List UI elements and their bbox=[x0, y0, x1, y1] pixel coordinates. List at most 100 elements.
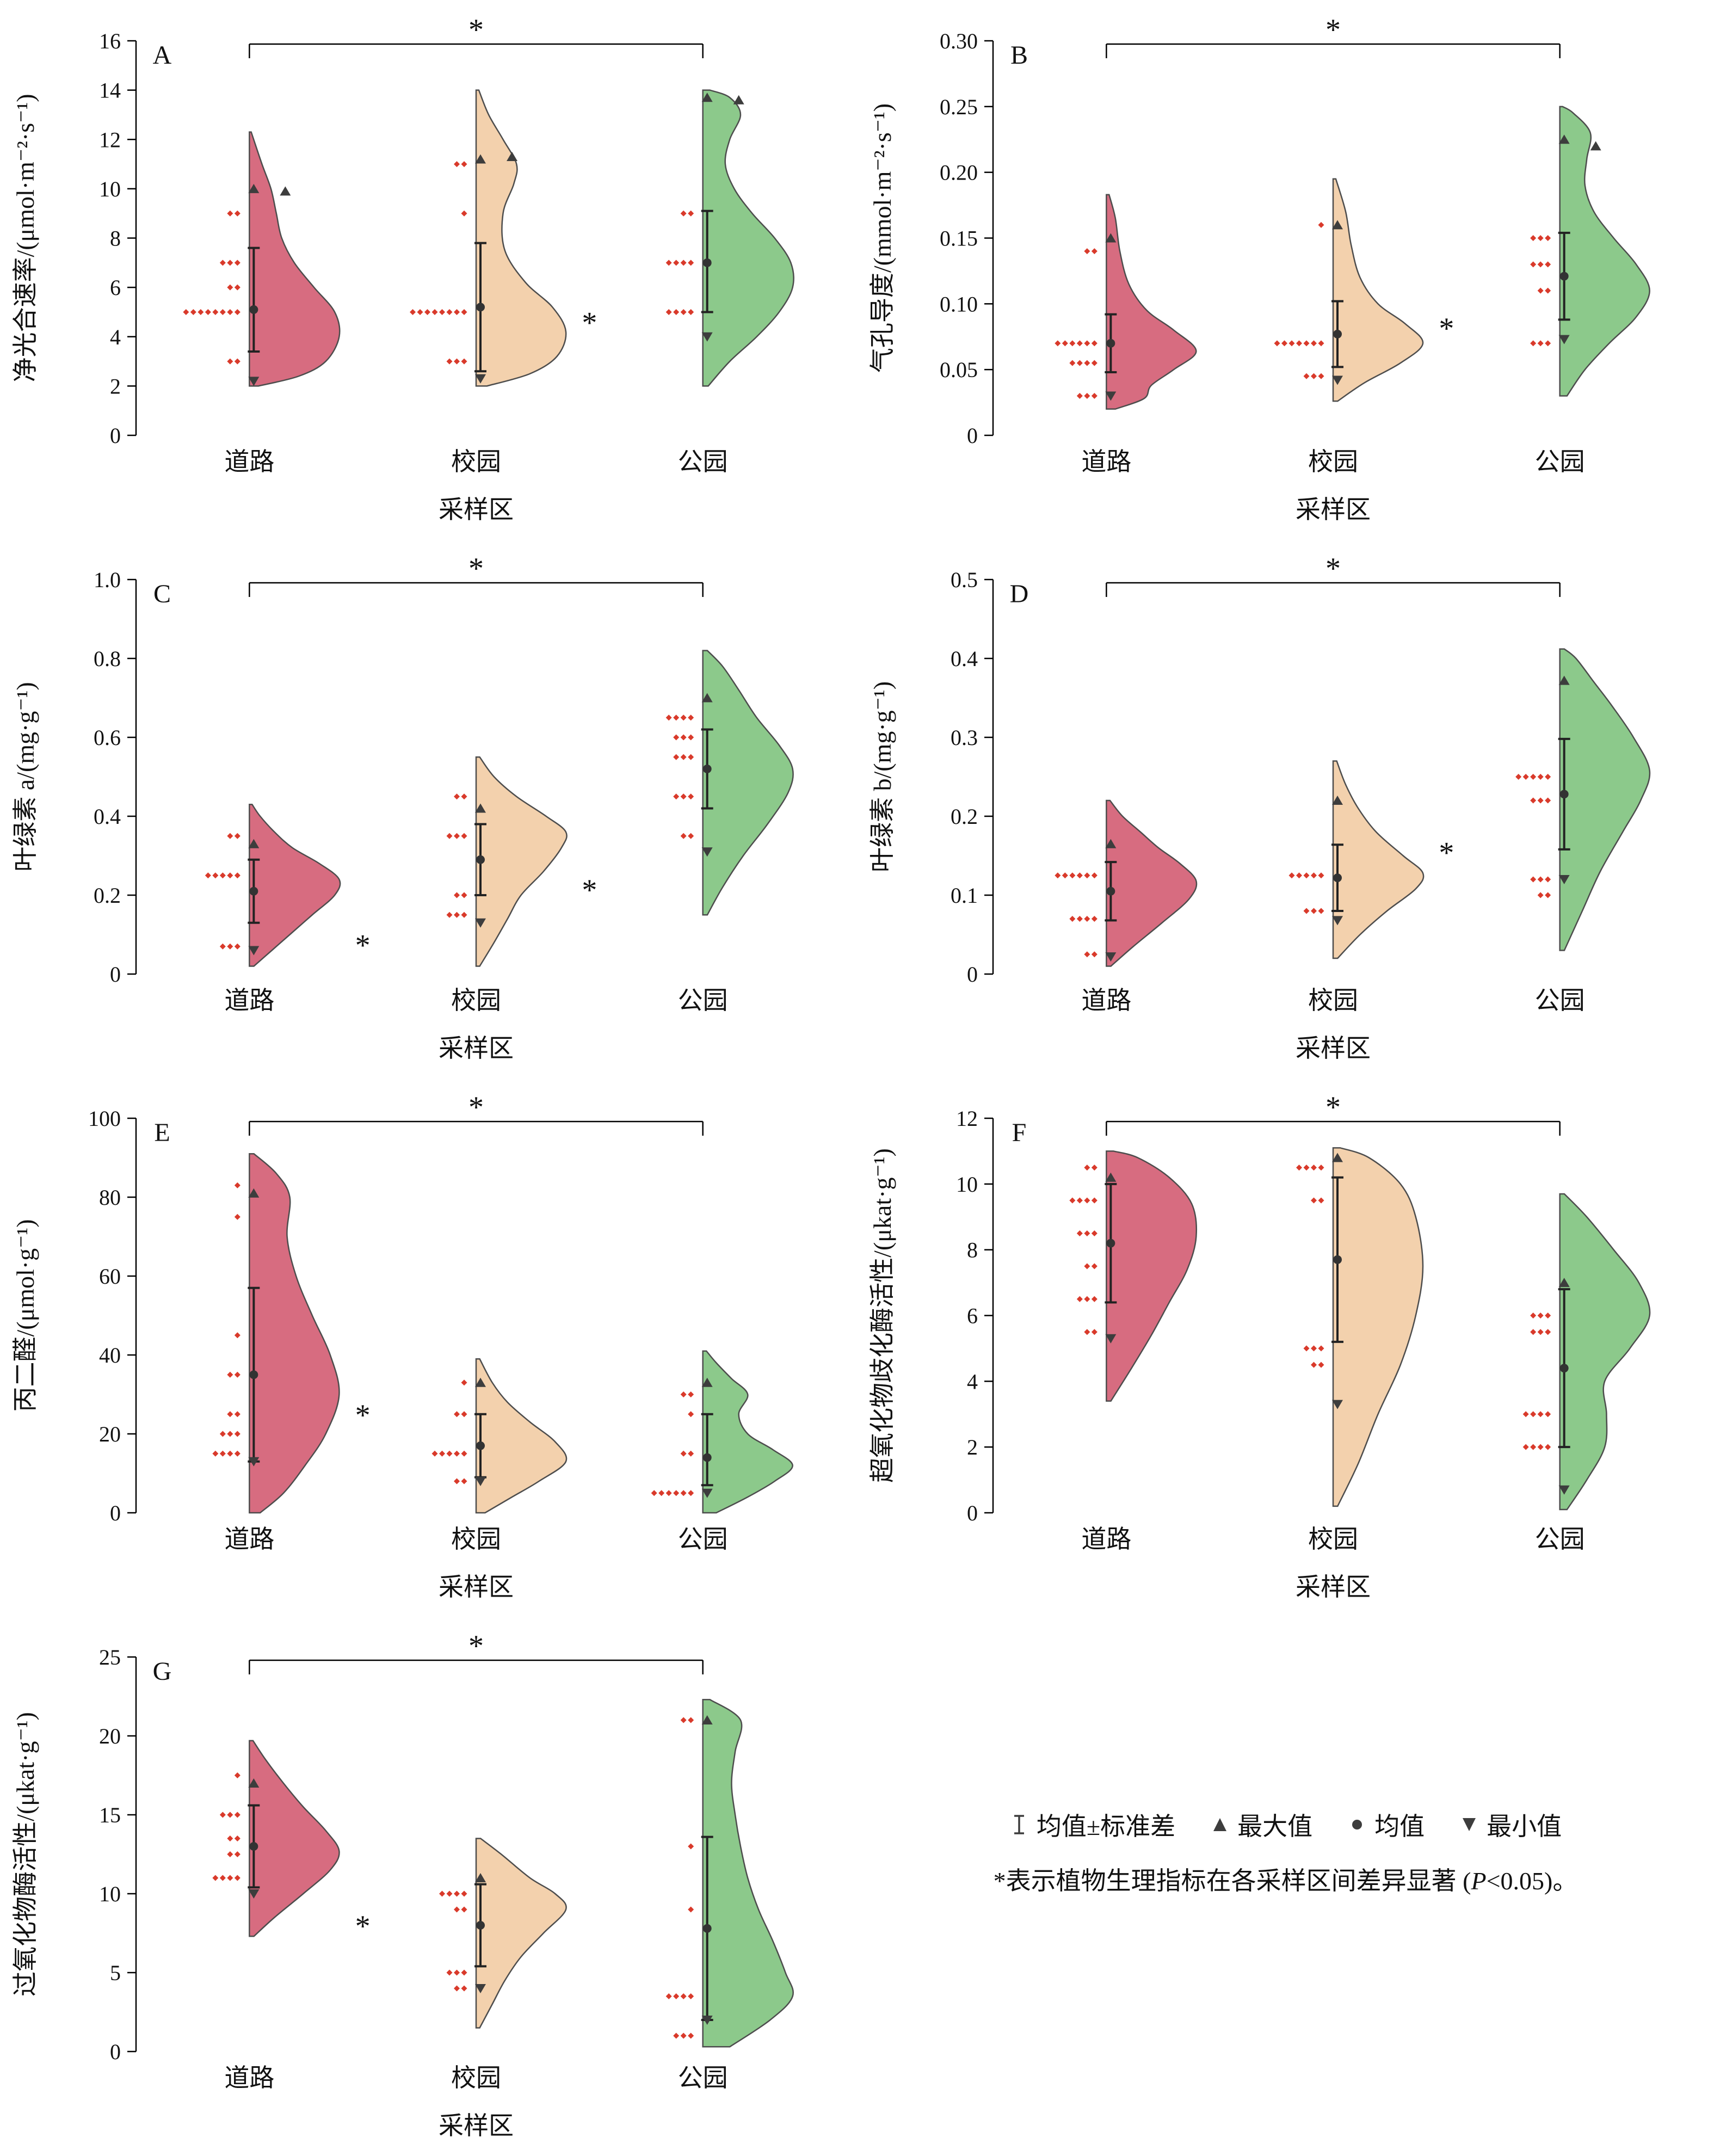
data-dot bbox=[673, 734, 680, 741]
data-dot bbox=[1530, 1411, 1537, 1418]
significance-star: * bbox=[355, 929, 371, 963]
data-dot bbox=[680, 714, 687, 721]
y-tick-label: 12 bbox=[956, 1106, 978, 1131]
y-tick-label: 0.30 bbox=[940, 29, 978, 53]
mean-marker bbox=[249, 1370, 258, 1379]
category-label: 公园 bbox=[1535, 1525, 1585, 1553]
data-dot bbox=[1545, 774, 1551, 780]
panel-g: 0 5 10 15 20 25 过氧化物酶活性/(μkat·g⁻¹) G 道路 校园 公园 * * 采样区 bbox=[0, 1616, 857, 2155]
violin-park bbox=[1559, 1193, 1651, 1511]
data-dot bbox=[212, 872, 219, 879]
significance-star: * bbox=[1325, 13, 1341, 47]
x-axis-label: 采样区 bbox=[1296, 496, 1371, 523]
mean-marker bbox=[1333, 329, 1342, 338]
y-tick-label: 0 bbox=[110, 1501, 121, 1525]
data-dot bbox=[1545, 892, 1551, 898]
violin-road bbox=[249, 131, 341, 387]
y-tick-label: 0.4 bbox=[951, 646, 978, 671]
mean-marker bbox=[249, 305, 258, 314]
data-dot bbox=[1318, 1345, 1324, 1352]
note-star: * bbox=[993, 1867, 1006, 1895]
legend-item-max: 最大值 bbox=[1210, 1807, 1312, 1843]
max-marker bbox=[1332, 1153, 1343, 1162]
data-dot bbox=[227, 943, 233, 950]
violin-campus bbox=[1332, 1147, 1424, 1507]
y-tick-label: 0 bbox=[110, 962, 121, 987]
significance-star: * bbox=[355, 1909, 371, 1943]
min-marker bbox=[1558, 875, 1570, 884]
data-dot bbox=[1530, 876, 1537, 883]
y-tick-label: 0.25 bbox=[940, 95, 978, 119]
data-dot bbox=[461, 1379, 467, 1386]
note-before: 表示植物生理指标在各采样区间差异显著 ( bbox=[1006, 1867, 1471, 1895]
data-dot bbox=[1537, 892, 1544, 898]
violin-road bbox=[249, 1740, 340, 1937]
mean-marker bbox=[1559, 1364, 1569, 1373]
data-dot bbox=[1076, 360, 1083, 366]
max-marker bbox=[1558, 1278, 1570, 1288]
category-label: 校园 bbox=[451, 987, 501, 1014]
x-axis-label: 采样区 bbox=[439, 1034, 514, 1062]
data-dot bbox=[446, 309, 453, 315]
data-dot bbox=[227, 1411, 233, 1418]
legend-label-min: 最小值 bbox=[1487, 1813, 1562, 1840]
y-tick-label: 0.1 bbox=[951, 883, 978, 908]
data-dot bbox=[1296, 340, 1302, 347]
data-dot bbox=[227, 1875, 233, 1881]
data-dot bbox=[1545, 876, 1551, 883]
min-icon bbox=[1463, 1818, 1476, 1831]
data-dot bbox=[1091, 1329, 1098, 1335]
data-dot bbox=[1522, 774, 1529, 780]
x-axis-label: 采样区 bbox=[439, 1573, 514, 1601]
data-dot bbox=[1537, 1313, 1544, 1319]
max-marker bbox=[1558, 134, 1570, 144]
data-dot bbox=[1069, 1197, 1076, 1204]
mean-marker bbox=[1106, 1239, 1115, 1248]
data-dot bbox=[234, 1411, 241, 1418]
data-dot bbox=[1303, 373, 1310, 379]
data-dot bbox=[1084, 1230, 1090, 1236]
panel-letter: F bbox=[1012, 1118, 1027, 1147]
data-dot bbox=[219, 260, 226, 266]
panel-c: 0 0.2 0.4 0.6 0.8 1.0 叶绿素 a/(mg·g⁻¹) C 道路 校园 公园 * * *… bbox=[0, 539, 857, 1077]
data-dot bbox=[673, 309, 680, 315]
data-dot bbox=[688, 1490, 694, 1496]
data-dot bbox=[461, 1890, 467, 1897]
data-dot bbox=[688, 1993, 694, 1999]
data-dot bbox=[688, 260, 694, 266]
x-axis-label: 采样区 bbox=[439, 496, 514, 523]
data-dot bbox=[1091, 916, 1098, 922]
y-tick-label: 2 bbox=[967, 1435, 978, 1459]
data-dot bbox=[227, 260, 233, 266]
data-dot bbox=[227, 1835, 233, 1841]
legend-item-mean-sd: 均值±标准差 bbox=[1009, 1807, 1175, 1843]
data-dot bbox=[1318, 908, 1324, 914]
mean-marker bbox=[1559, 790, 1569, 799]
data-dot bbox=[680, 1391, 687, 1397]
data-dot bbox=[227, 284, 233, 291]
min-marker bbox=[248, 1457, 260, 1467]
data-dot bbox=[446, 1890, 453, 1897]
mean-marker bbox=[1106, 338, 1115, 348]
data-dot bbox=[1311, 373, 1317, 379]
data-dot bbox=[227, 1431, 233, 1437]
category-label: 道路 bbox=[1081, 1525, 1131, 1553]
data-dot bbox=[1084, 951, 1090, 958]
data-dot bbox=[680, 793, 687, 800]
category-label: 校园 bbox=[1308, 1525, 1358, 1553]
data-dot bbox=[1318, 340, 1324, 347]
data-dot bbox=[665, 1993, 672, 1999]
data-dot bbox=[431, 309, 438, 315]
data-dot bbox=[1303, 1165, 1310, 1171]
data-dot bbox=[234, 210, 241, 217]
min-marker bbox=[701, 2016, 713, 2025]
data-dot bbox=[212, 309, 219, 315]
max-marker bbox=[475, 803, 486, 813]
data-dot bbox=[234, 309, 241, 315]
data-dot bbox=[680, 2032, 687, 2039]
data-dot bbox=[1318, 1197, 1324, 1204]
max-marker bbox=[1332, 220, 1343, 230]
mean-marker bbox=[476, 1441, 485, 1450]
data-dot bbox=[1069, 916, 1076, 922]
data-dot bbox=[1084, 1329, 1090, 1335]
